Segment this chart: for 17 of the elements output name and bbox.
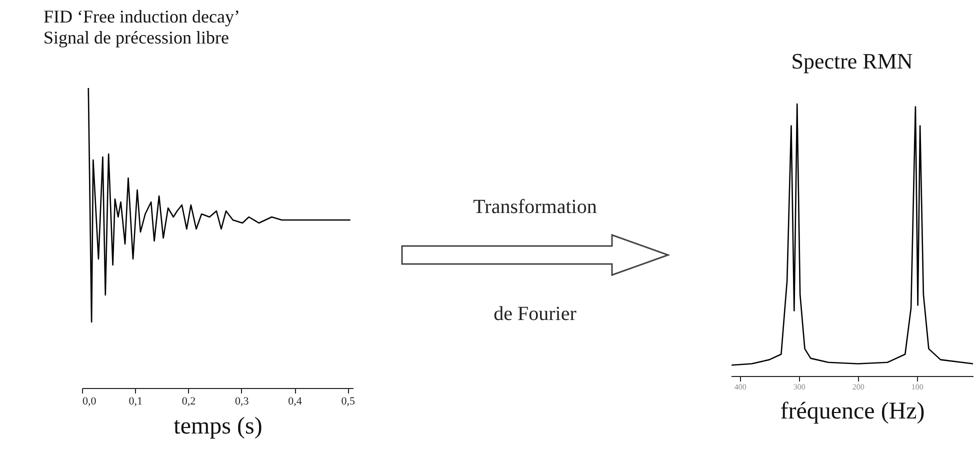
text: de Fourier xyxy=(494,303,576,326)
x-tick-label: 400 xyxy=(734,382,746,392)
x-tick-label: 0,1 xyxy=(128,396,143,408)
x-tick-label: 0,0 xyxy=(82,396,97,408)
chart-subtitle: Signal de précession libre xyxy=(44,27,229,48)
x-tick-label: 0,5 xyxy=(341,396,356,408)
chart-title: Spectre RMN xyxy=(791,48,913,74)
x-tick-label: 100 xyxy=(911,382,924,392)
x-tick-label: 0,4 xyxy=(288,396,302,408)
x-tick-label: 300 xyxy=(793,382,806,392)
x-tick-label: 0,2 xyxy=(182,396,196,408)
x-axis-title: fréquence (Hz) xyxy=(780,398,925,424)
x-tick-label: 200 xyxy=(852,382,864,392)
x-axis-title: temps (s) xyxy=(174,414,262,440)
x-tick-label: 0,3 xyxy=(235,396,250,408)
text: Transformation xyxy=(473,196,597,219)
chart-title: FID ‘Free induction decay’ xyxy=(44,6,240,26)
